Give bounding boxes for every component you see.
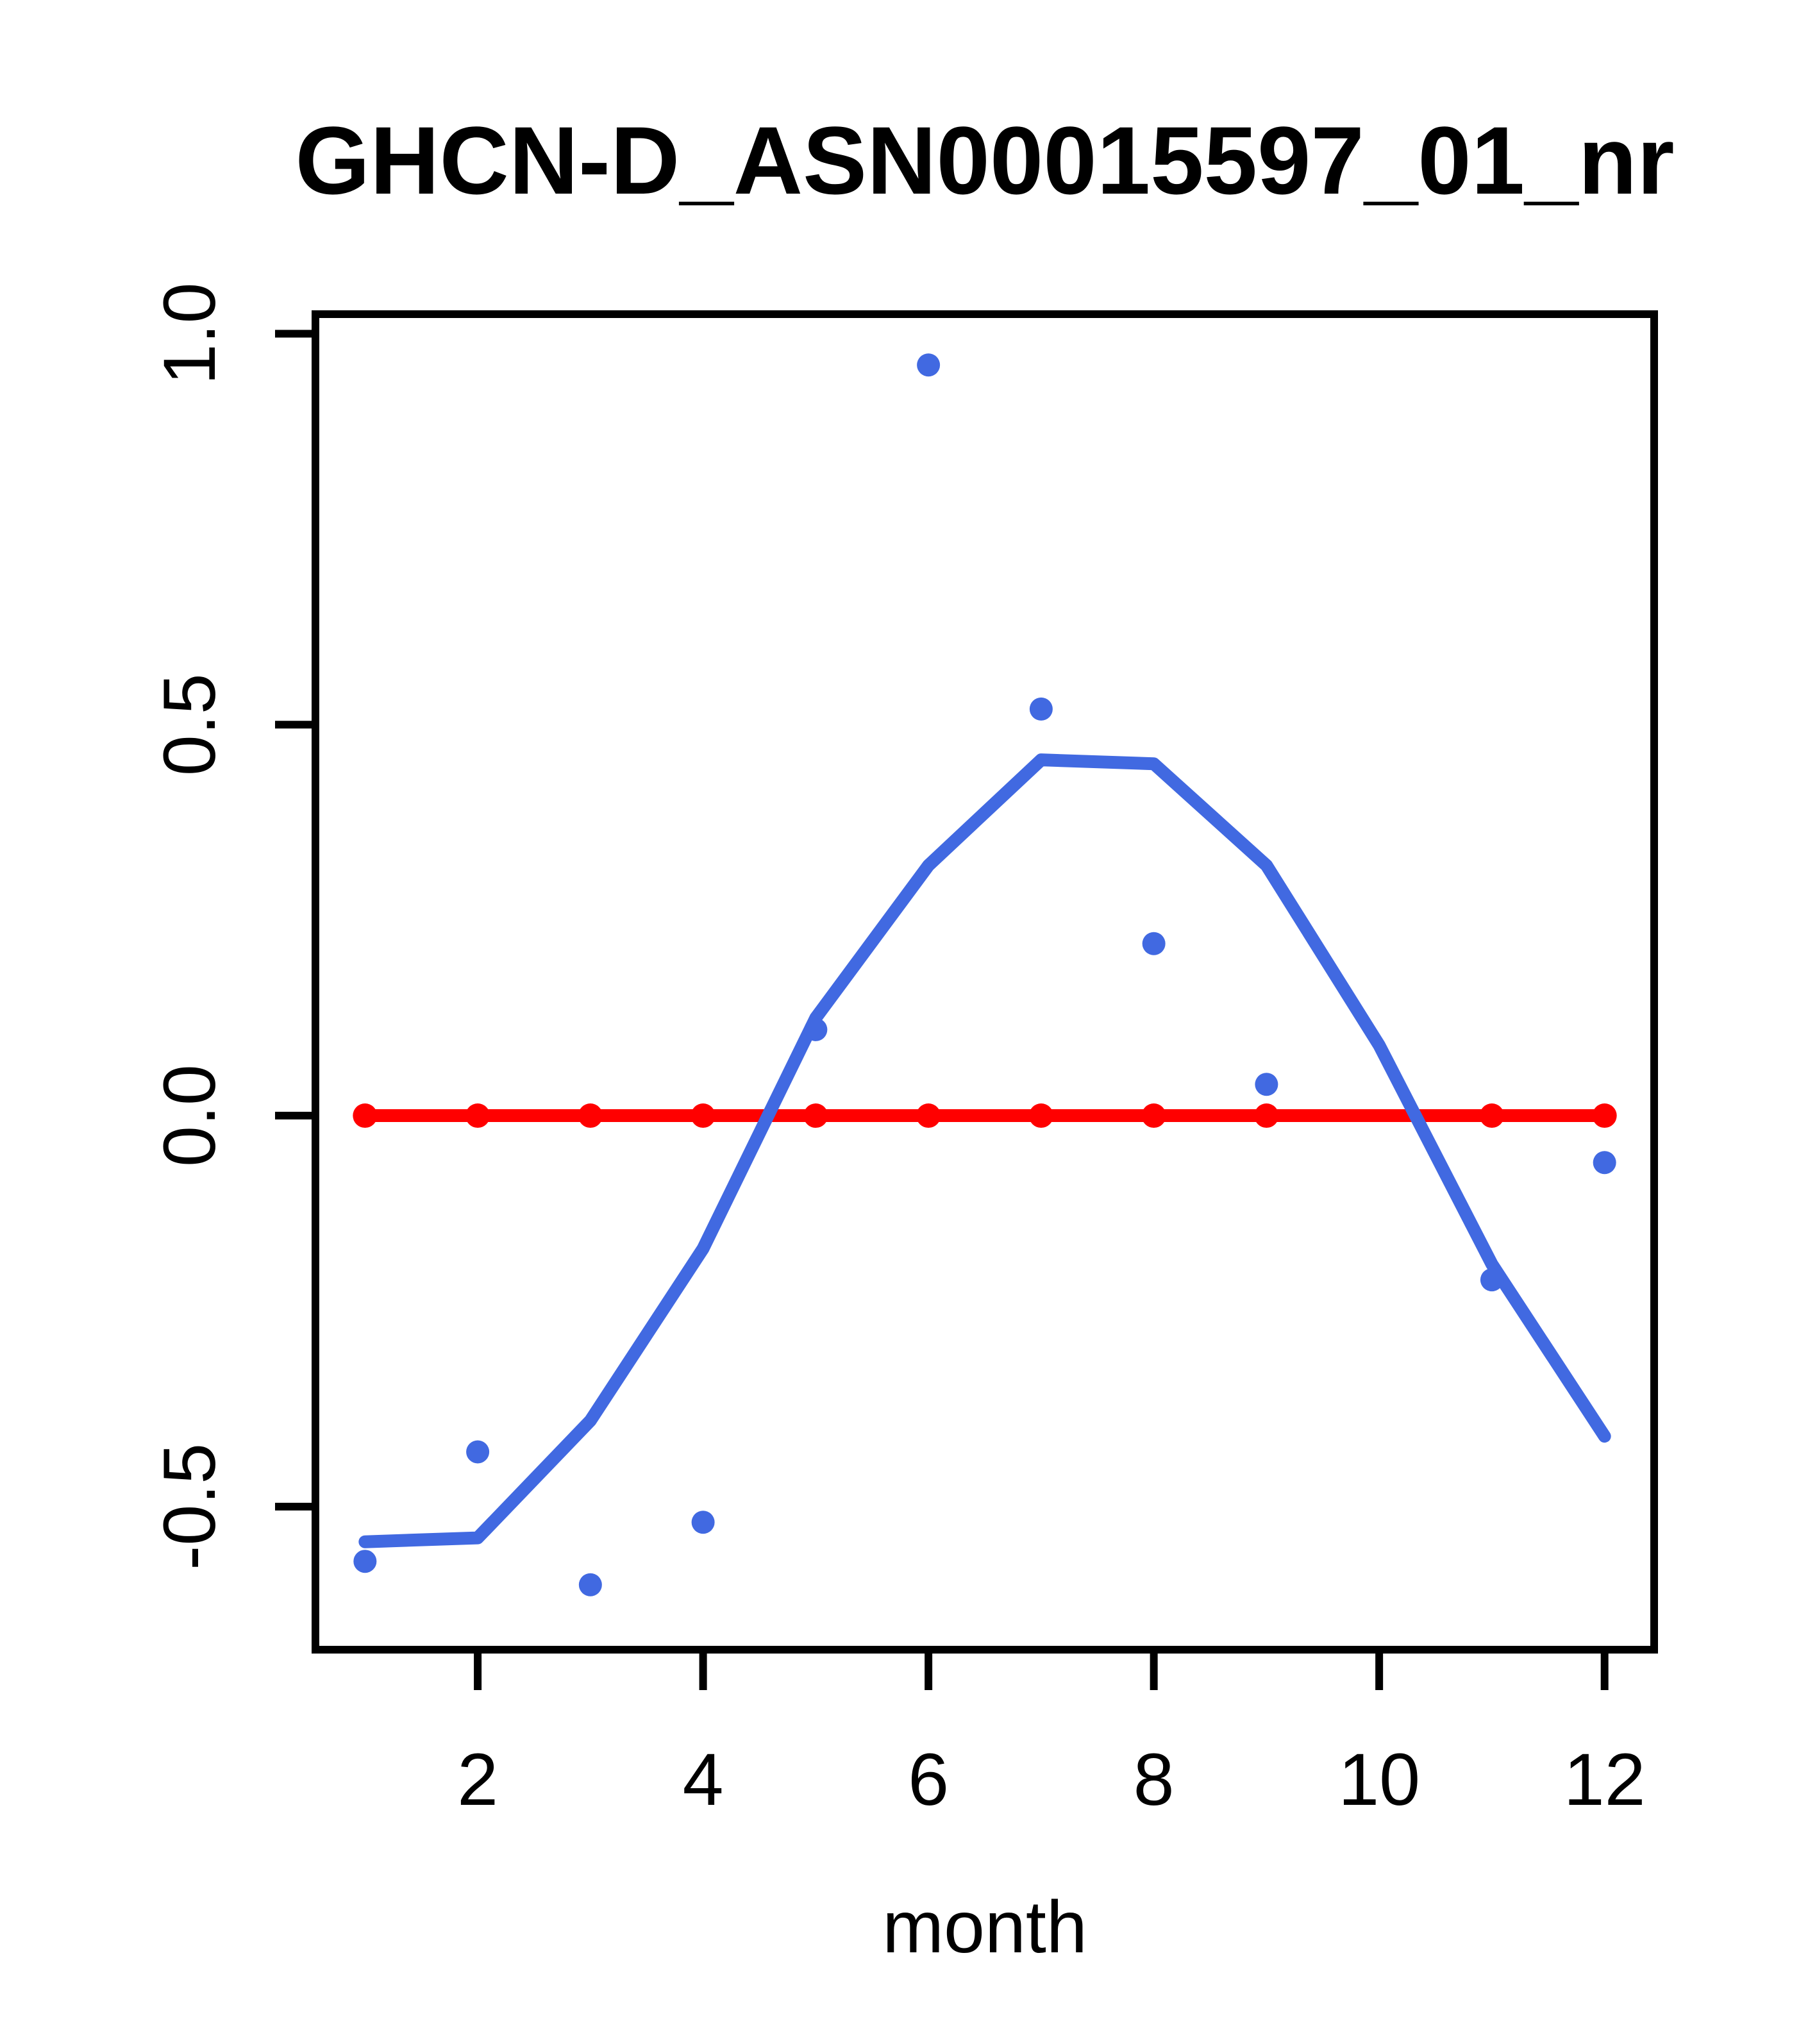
data-series-layer bbox=[353, 353, 1617, 1596]
zero-reference-points-marker bbox=[1479, 1103, 1504, 1128]
monthly-observed-points-marker bbox=[804, 1018, 828, 1041]
monthly-observed-points-marker bbox=[1593, 1151, 1616, 1175]
monthly-observed-points-marker bbox=[1142, 932, 1166, 955]
zero-reference-points-marker bbox=[465, 1103, 490, 1128]
x-tick-label: 6 bbox=[908, 1739, 949, 1821]
zero-reference-points-marker bbox=[1254, 1103, 1279, 1128]
monthly-observed-points-marker bbox=[1029, 697, 1053, 721]
zero-reference-points-marker bbox=[691, 1103, 716, 1128]
y-tick-label: 0.5 bbox=[149, 673, 231, 776]
zero-reference-points-marker bbox=[353, 1103, 378, 1128]
x-tick-label: 4 bbox=[683, 1739, 724, 1821]
y-tick-label: -0.5 bbox=[149, 1443, 231, 1570]
zero-reference-points-marker bbox=[578, 1103, 603, 1128]
zero-reference-points-marker bbox=[803, 1103, 828, 1128]
monthly-observed-points-marker bbox=[578, 1573, 602, 1596]
zero-reference-points-marker bbox=[1028, 1103, 1053, 1128]
y-tick-label: 0.0 bbox=[149, 1064, 231, 1167]
plot-area bbox=[312, 310, 1658, 1654]
x-tick-label: 12 bbox=[1564, 1739, 1646, 1821]
x-tick-label: 10 bbox=[1338, 1739, 1420, 1821]
zero-reference-points-marker bbox=[1141, 1103, 1166, 1128]
axis-ticks bbox=[275, 330, 1609, 1690]
x-tick-label: 8 bbox=[1134, 1739, 1175, 1821]
x-axis-label: month bbox=[882, 1886, 1087, 1968]
monthly-observed-points-marker bbox=[691, 1511, 715, 1534]
monthly-observed-points-marker bbox=[353, 1550, 377, 1573]
chart-title: GHCN-D_ASN00015597_01_nr bbox=[295, 106, 1674, 214]
monthly-observed-points-marker bbox=[1255, 1073, 1278, 1096]
monthly-observed-points-marker bbox=[917, 353, 941, 377]
smoothed-seasonal-line-path bbox=[358, 753, 1611, 1548]
zero-reference-points-marker bbox=[1592, 1103, 1617, 1128]
x-tick-label: 2 bbox=[457, 1739, 498, 1821]
y-tick-label: 1.0 bbox=[149, 283, 231, 385]
monthly-observed-points-marker bbox=[1480, 1268, 1503, 1292]
monthly-observed-points-marker bbox=[466, 1440, 490, 1464]
axis-tick-labels: 2 4 6 8 10 12 -0.5 0.0 0.5 1.0 bbox=[149, 283, 1646, 1821]
zero-reference-points-marker bbox=[916, 1103, 941, 1128]
